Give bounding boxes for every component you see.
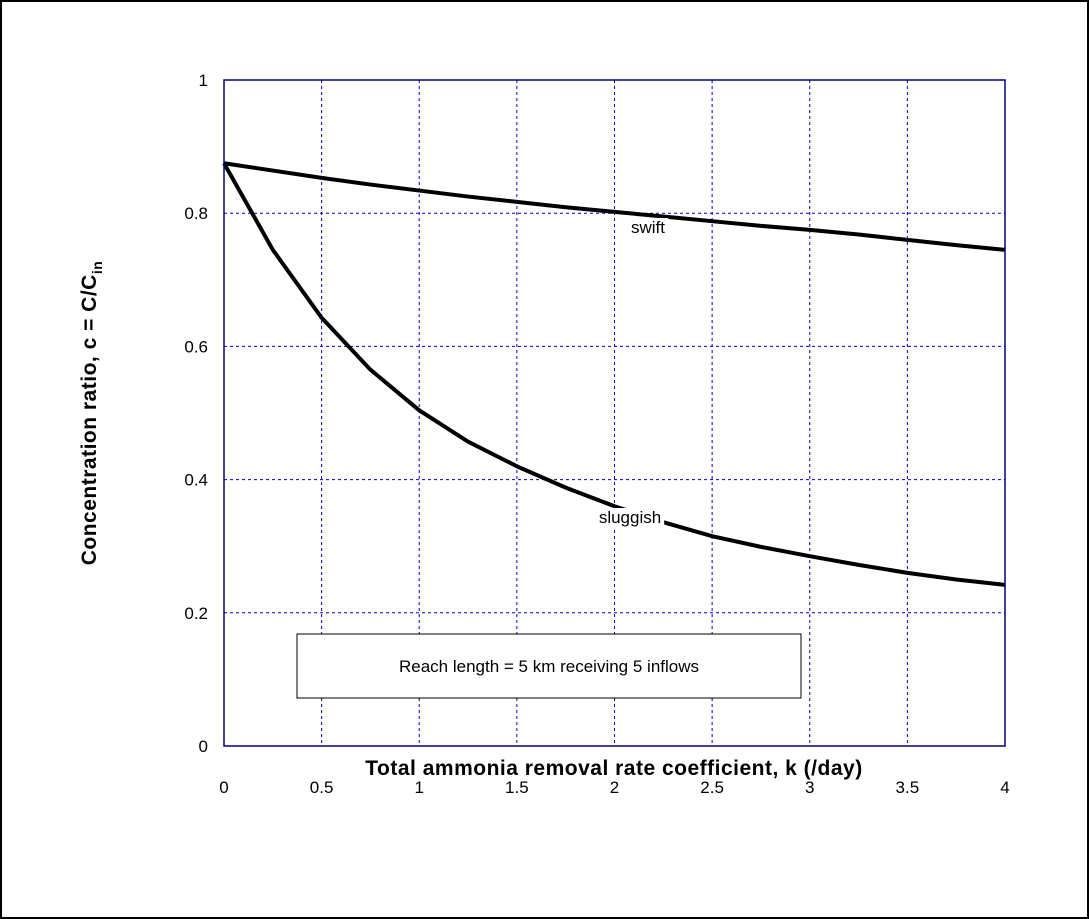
- annotation: Reach length = 5 km receiving 5 inflows: [399, 657, 699, 676]
- y-tick-label: 0.6: [184, 337, 208, 356]
- x-tick-label: 0: [219, 778, 228, 797]
- x-tick-label: 1: [415, 778, 424, 797]
- x-tick-label: 3.5: [896, 778, 920, 797]
- y-axis-label-sub: in: [89, 261, 105, 274]
- y-tick-label: 0: [199, 737, 208, 756]
- y-axis-label-main: Concentration ratio, c = C/C: [78, 274, 101, 565]
- plot-frame: [223, 79, 1006, 747]
- series-label: sluggish: [599, 508, 661, 527]
- x-tick-label: 2: [610, 778, 619, 797]
- x-axis-label: Total ammonia removal rate coefficient, …: [365, 757, 862, 780]
- series-line: [222, 162, 1006, 587]
- x-tick-label: 1.5: [505, 778, 529, 797]
- annotation-box: [296, 633, 802, 699]
- x-tick-label: 0.5: [310, 778, 334, 797]
- series-label-bg: [595, 508, 665, 527]
- x-tick-label: 2.5: [700, 778, 724, 797]
- y-tick-label: 0.8: [184, 204, 208, 223]
- y-tick-label: 0.4: [184, 471, 208, 490]
- lines: [222, 161, 1006, 587]
- y-tick-label: 1: [199, 71, 208, 90]
- y-tick-label: 0.2: [184, 604, 208, 623]
- y-axis-label: Concentration ratio, c = C/Cin: [78, 261, 105, 566]
- series-label-bg: [628, 218, 669, 237]
- series-line: [223, 161, 1006, 252]
- series-label: swift: [631, 218, 665, 237]
- x-tick-label: 3: [805, 778, 814, 797]
- x-tick-label: 4: [1000, 778, 1009, 797]
